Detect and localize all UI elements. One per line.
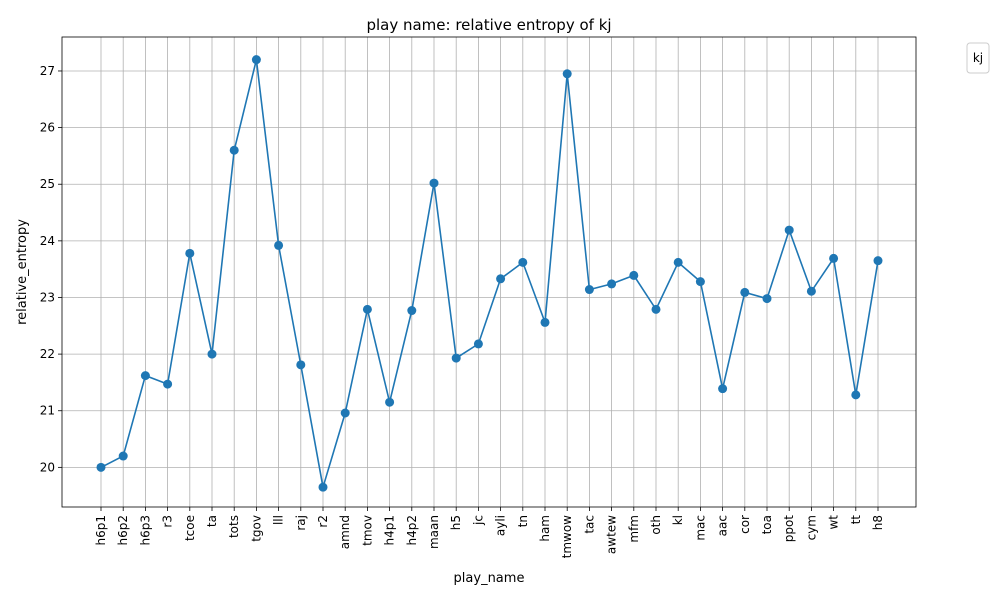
data-point [740,287,750,297]
data-point [451,353,461,363]
x-tick-label: awtew [605,515,619,554]
plot-frame [61,36,917,508]
x-tick-label: h8 [871,515,885,530]
x-tick-label: tac [582,515,596,534]
data-point [185,248,195,258]
x-tick-label: wt [827,515,841,530]
data-point [718,384,728,394]
data-point [806,286,816,296]
data-point [673,257,683,267]
data-points [96,55,883,492]
x-tick-label: h5 [449,515,463,530]
y-tick-label: 25 [40,177,55,191]
data-point [407,306,417,316]
data-point [251,55,261,65]
data-point [851,390,861,400]
data-point [607,279,617,289]
data-point [163,379,173,389]
series-line [100,59,879,488]
x-tick-label: h6p2 [116,515,130,546]
x-tick-label: jc [471,515,485,526]
x-tick-label: ppot [782,515,796,543]
x-tick-label: raj [294,515,308,531]
x-tick-label: ayli [494,515,508,536]
data-point [473,339,483,349]
y-axis-label: relative_entropy [15,219,30,325]
data-point [784,225,794,235]
x-tick-label: tgov [249,515,263,542]
chart-title: play name: relative entropy of kj [366,16,611,34]
x-tick-label: maan [427,515,441,549]
data-point [829,253,839,263]
x-tick-label: tots [227,515,241,538]
x-tick-label: amnd [338,515,352,549]
x-tick-label: h4p1 [383,515,397,546]
legend-box [966,42,990,74]
x-tick-label: aac [716,515,730,536]
data-point [518,257,528,267]
x-tick-label: tmov [360,515,374,546]
y-tick-label: 27 [40,64,55,78]
x-tick-label: lll [272,515,286,525]
y-tick-label: 21 [40,404,55,418]
data-point [207,349,217,359]
data-point [540,317,550,327]
legend-title: kj [973,51,983,65]
data-point [385,397,395,407]
data-point [362,304,372,314]
x-tick-label: cym [804,515,818,540]
x-axis: h6p1 h6p2 h6p3 r3 tcoe ta tots tgov lll raj r2 amnd… [94,507,885,558]
data-point [274,240,284,250]
y-tick-label: 22 [40,347,55,361]
x-tick-label: ta [205,515,219,527]
x-tick-label: cor [738,515,752,534]
x-axis-label: play_name [454,571,525,586]
x-tick-label: kl [671,515,685,525]
data-point [140,371,150,381]
data-point [562,69,572,79]
x-tick-label: toa [760,515,774,534]
data-point [118,451,128,461]
data-point [584,285,594,295]
x-tick-label: h4p2 [405,515,419,546]
data-point [229,145,239,155]
data-point [651,304,661,314]
x-tick-label: mfm [627,515,641,543]
x-tick-label: h6p1 [94,515,108,546]
data-point [340,408,350,418]
data-point [873,256,883,266]
data-point [429,178,439,188]
x-tick-label: r3 [161,515,175,528]
x-tick-label: tcoe [183,515,197,541]
x-tick-label: oth [649,515,663,535]
data-point [296,360,306,370]
data-point [695,277,705,287]
data-point [629,270,639,280]
x-tick-label: h6p3 [138,515,152,546]
x-tick-label: mac [693,515,707,541]
data-point [762,294,772,304]
y-axis: 20 21 22 23 24 25 26 27 [40,64,62,474]
y-tick-label: 26 [40,121,55,135]
data-point [96,462,106,472]
y-tick-label: 23 [40,290,55,304]
x-tick-label: tt [849,515,863,525]
legend: kj [966,42,990,74]
x-tick-label: r2 [316,515,330,528]
y-tick-label: 20 [40,460,55,474]
y-tick-label: 24 [40,234,55,248]
x-tick-label: tmwow [560,515,574,559]
data-point [318,482,328,492]
data-point [496,274,506,284]
grid [62,37,916,507]
x-tick-label: ham [538,515,552,542]
x-tick-label: tn [516,515,530,527]
